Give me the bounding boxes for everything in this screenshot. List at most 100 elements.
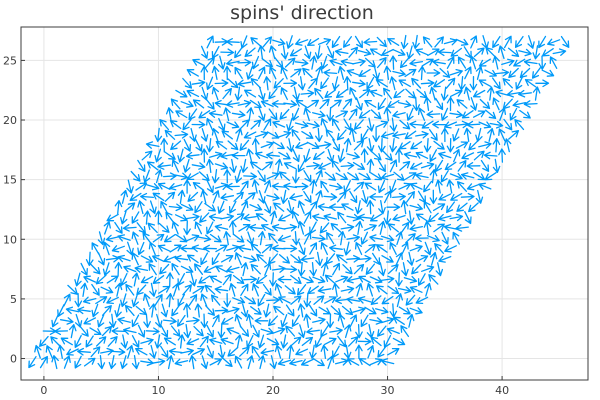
spin-arrow	[403, 275, 418, 284]
spin-arrow	[502, 98, 513, 110]
spin-arrow	[336, 254, 348, 264]
spin-arrow	[360, 231, 369, 245]
spin-arrow	[405, 294, 416, 306]
spin-arrow	[457, 160, 467, 172]
spin-arrow	[141, 150, 153, 161]
spin-arrow	[209, 358, 223, 366]
spin-arrow	[272, 141, 285, 150]
spin-arrow	[395, 293, 404, 308]
spin-arrow	[108, 313, 117, 328]
spin-arrow	[389, 117, 398, 132]
spin-arrow	[323, 337, 337, 346]
spin-arrow	[317, 141, 332, 149]
spin-arrow	[519, 109, 531, 119]
spin-arrow	[243, 213, 257, 222]
spin-arrow	[320, 262, 329, 277]
spin-arrow	[361, 189, 369, 204]
spin-arrow	[324, 89, 337, 98]
spin-arrow	[326, 148, 335, 163]
spin-arrow	[330, 222, 342, 233]
spin-arrow	[541, 48, 554, 57]
spin-arrow	[200, 252, 209, 266]
spin-arrow	[284, 285, 296, 295]
spin-arrow	[377, 179, 386, 194]
spin-arrow	[313, 151, 325, 161]
spin-arrow	[220, 254, 234, 263]
spin-arrow	[297, 220, 306, 235]
spin-arrow	[352, 58, 366, 67]
spin-arrow	[440, 86, 449, 101]
spin-arrow	[237, 79, 252, 88]
spin-arrow	[185, 213, 200, 222]
spin-arrow	[387, 264, 399, 275]
spin-arrow	[369, 358, 383, 366]
spin-arrow	[446, 201, 456, 214]
spin-arrow	[302, 67, 313, 79]
spin-arrow	[111, 327, 126, 335]
spin-arrow	[124, 304, 135, 317]
spin-arrow	[523, 58, 538, 67]
spin-arrow	[274, 344, 283, 359]
spin-arrow	[492, 55, 500, 70]
spin-arrow	[243, 131, 257, 139]
spin-arrow	[524, 78, 537, 88]
spin-arrow	[234, 355, 243, 369]
spin-arrow	[209, 337, 223, 345]
spin-arrow	[460, 192, 475, 201]
spin-arrow	[237, 244, 252, 253]
spin-arrow	[358, 357, 371, 367]
spin-arrow	[79, 325, 89, 337]
spin-arrow	[142, 293, 151, 307]
spin-arrow	[222, 87, 232, 100]
spin-arrow	[301, 336, 314, 347]
spin-arrow	[239, 119, 250, 130]
spin-arrow	[240, 283, 249, 296]
spin-arrow	[452, 128, 460, 142]
spin-arrow	[209, 275, 222, 284]
x-tick-label: 20	[266, 384, 280, 397]
spin-arrow	[187, 191, 199, 202]
spin-arrow	[214, 182, 229, 191]
spin-arrow	[320, 117, 328, 132]
spin-arrow	[137, 159, 146, 172]
spin-arrow	[343, 344, 352, 359]
spin-arrow	[114, 221, 123, 234]
spin-arrow	[449, 68, 463, 77]
spin-arrow	[140, 337, 154, 345]
spin-arrow	[400, 325, 410, 338]
spin-arrow	[461, 152, 475, 160]
spin-arrow	[200, 189, 208, 204]
spin-arrow	[444, 161, 457, 171]
spin-arrow	[100, 347, 114, 356]
spin-arrow	[200, 313, 209, 329]
spin-arrow	[250, 306, 262, 315]
spin-arrow	[319, 222, 330, 234]
spin-arrow	[192, 285, 205, 294]
spin-arrow	[334, 48, 349, 56]
spin-arrow	[343, 118, 352, 131]
spin-arrow	[120, 272, 128, 287]
spin-arrow	[292, 86, 300, 101]
spin-arrow	[455, 224, 469, 232]
spin-arrow	[131, 272, 140, 287]
spin-arrow	[239, 346, 250, 357]
spin-arrow	[148, 263, 157, 276]
spin-arrow	[97, 252, 106, 266]
y-tick-label: 20	[3, 114, 17, 127]
spin-arrow	[244, 89, 257, 98]
spin-arrow	[409, 285, 423, 294]
spin-arrow	[234, 252, 242, 266]
spin-arrow	[518, 48, 532, 57]
spin-arrow	[295, 38, 309, 46]
spin-arrow	[197, 234, 212, 243]
spin-arrow	[243, 172, 258, 181]
spin-arrow	[143, 210, 151, 225]
spin-arrow	[146, 161, 159, 171]
spin-arrow	[416, 88, 428, 99]
spin-arrow	[308, 304, 318, 317]
spin-arrow	[277, 358, 292, 367]
spin-arrow	[463, 46, 472, 59]
spin-arrow	[469, 76, 478, 91]
spin-arrow	[502, 78, 513, 89]
spin-arrow	[411, 263, 422, 275]
